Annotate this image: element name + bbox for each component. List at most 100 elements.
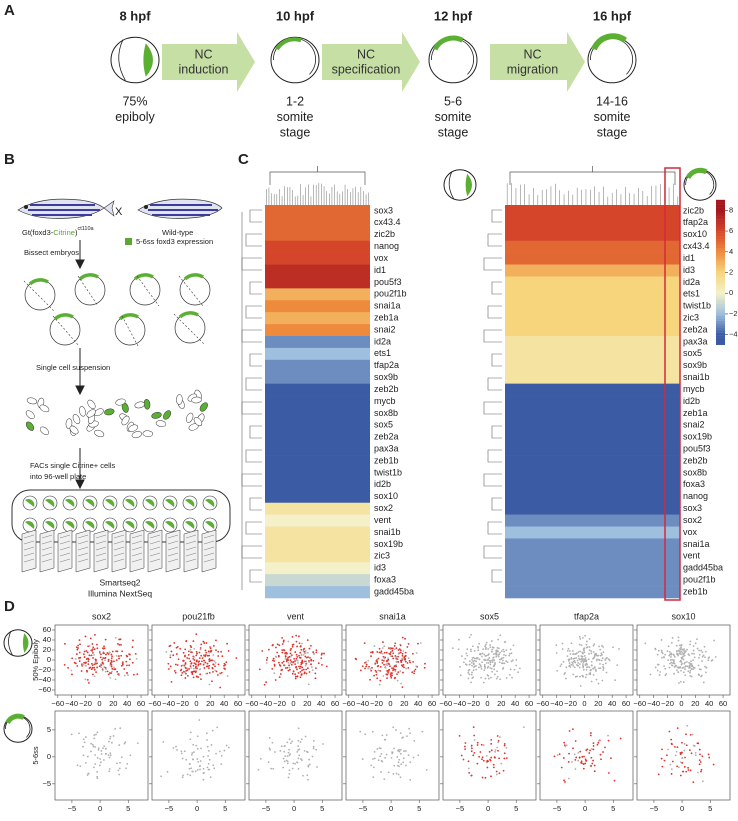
cell-dot — [278, 655, 280, 658]
cell — [155, 420, 167, 427]
cell-dot — [671, 760, 674, 763]
cell-dot — [294, 660, 296, 662]
read-line — [77, 546, 89, 551]
cell-dot — [315, 649, 318, 652]
cell-dot — [589, 673, 592, 676]
cell-dot — [571, 661, 574, 664]
heatmap-row — [505, 407, 680, 420]
cell-dot — [378, 651, 381, 654]
cell-dot — [487, 648, 490, 650]
heatmap-row — [505, 455, 680, 468]
cell-dot — [109, 676, 112, 679]
cell-dot — [303, 650, 306, 653]
plot-frame — [345, 624, 440, 696]
cell-dot — [489, 667, 492, 669]
cell-dot — [296, 761, 298, 764]
heatmap-row — [505, 264, 680, 277]
x-tick-label: −40 — [356, 699, 369, 708]
dendrogram — [483, 329, 502, 343]
cell — [65, 418, 73, 429]
cell-dot — [491, 661, 494, 663]
cell-dot — [467, 767, 470, 770]
cell-dot — [598, 667, 600, 670]
cell-dot — [592, 745, 595, 747]
cell-dot — [227, 649, 230, 652]
cell-dot — [680, 669, 682, 672]
cell-dot — [407, 754, 410, 757]
read-line — [185, 534, 197, 539]
cell-dot — [502, 666, 505, 669]
cell-dot — [273, 665, 276, 667]
cell-dot — [599, 654, 602, 657]
cell-dot — [669, 662, 671, 665]
cell-dot — [183, 664, 186, 667]
cell-dot — [509, 668, 512, 671]
x-tick-label: 60 — [622, 699, 630, 708]
cell-dot — [493, 659, 496, 662]
cell-dot — [188, 767, 191, 770]
gene-label: sox9b — [683, 360, 707, 370]
cell-dot — [389, 648, 392, 651]
cell-dot — [680, 752, 683, 754]
bissected-embryos — [23, 273, 211, 347]
cell-dot — [568, 730, 571, 732]
cell-dot — [382, 659, 385, 662]
cell-dot — [300, 674, 303, 676]
cell-dot — [382, 675, 385, 677]
heatmap-row — [265, 586, 370, 599]
cell-dot — [676, 746, 679, 749]
cell-dot — [487, 677, 490, 680]
colorbar-label: 0 — [729, 288, 733, 297]
cell-dot — [588, 638, 591, 640]
dendrogram — [245, 521, 262, 535]
cell-dot — [490, 756, 493, 759]
cell-dot — [509, 648, 512, 651]
cell-dot — [235, 657, 238, 659]
cell-dot — [562, 660, 565, 663]
cell-dot — [95, 733, 97, 736]
legend-label: 5-6ss foxd3 expression — [136, 237, 213, 246]
transition-label: specification — [332, 62, 401, 76]
dendrogram — [241, 401, 262, 415]
cell-dot — [192, 657, 195, 660]
cell-dot — [412, 660, 414, 663]
cell-dot — [664, 667, 667, 670]
cut-line — [121, 315, 139, 347]
gene-title: sox5 — [480, 611, 499, 621]
cell-dot — [74, 658, 77, 660]
cell-dot — [384, 756, 387, 759]
cell — [142, 430, 154, 437]
cell-dot — [95, 658, 97, 661]
dendrogram — [269, 166, 366, 185]
cell-dot — [582, 664, 584, 667]
cell-dot — [482, 648, 485, 651]
heatmap-row — [265, 514, 370, 527]
gene-label: zic2b — [374, 229, 395, 239]
cell-dot — [567, 760, 570, 763]
cell-dot — [110, 660, 113, 663]
cell-dot — [702, 654, 705, 657]
cell-dot — [266, 656, 269, 659]
cell-dot — [209, 647, 212, 650]
dendrogram — [241, 257, 262, 271]
cell-dot — [197, 761, 200, 763]
gene-label: sox19b — [374, 539, 403, 549]
dendrogram — [483, 401, 502, 415]
cell-dot — [108, 768, 111, 770]
cell-dot — [406, 646, 409, 648]
cell-dot — [506, 661, 509, 664]
cell-dot — [674, 746, 676, 748]
cell-dot — [384, 656, 387, 659]
cell-dot — [496, 649, 499, 652]
cell-dot — [217, 650, 220, 653]
cell-dot — [582, 668, 585, 671]
cell-dot — [390, 756, 393, 759]
cell-dot — [473, 659, 476, 662]
colorbar-label: −2 — [729, 309, 738, 318]
cell-dot — [496, 670, 498, 673]
cell-dot — [187, 654, 190, 656]
cell-dot — [583, 659, 586, 662]
cell-dot — [457, 648, 460, 651]
embryo — [49, 314, 81, 346]
cell-dot — [118, 767, 121, 770]
